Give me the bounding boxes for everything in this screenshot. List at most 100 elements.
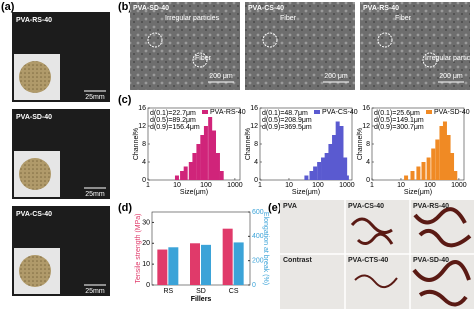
x-tick-label: RS	[163, 288, 173, 295]
bar	[453, 171, 458, 180]
scale-label: 25mm	[85, 191, 105, 198]
x-tick-label: 100	[200, 182, 212, 189]
highlight	[192, 52, 208, 68]
sem-annotation: Fiber	[395, 15, 412, 22]
y-tick-label: 0	[254, 177, 258, 184]
x-tick-label: 1	[258, 182, 262, 189]
sem-annotation: Fiber	[280, 15, 297, 22]
y-tick-label: 30	[142, 219, 150, 226]
x-tick-label: 1000	[451, 182, 467, 189]
y-tick-label: 16	[138, 105, 146, 112]
y-tick-label: 16	[362, 105, 370, 112]
photo-label: PVA-CTS-40	[348, 257, 388, 264]
bar	[304, 175, 309, 180]
x-tick-label: 1	[370, 182, 374, 189]
sample-label: PVA-CS-40	[16, 211, 52, 218]
highlight	[147, 32, 163, 48]
bar	[450, 153, 455, 180]
stat-label: d(0.1)=22.7μm	[150, 110, 196, 117]
bar	[196, 144, 201, 180]
sem-annotation: Fiber	[195, 55, 212, 62]
y-tick-label: 8	[366, 141, 370, 148]
x-tick-label: 1000	[227, 182, 243, 189]
bar	[157, 249, 168, 285]
sem-title: PVA-SD-40	[133, 5, 169, 12]
photo-label: PVA-SD-40	[413, 257, 449, 264]
bar	[215, 153, 220, 180]
y2-axis-label: Elongation at break (%)	[262, 212, 269, 285]
scale-label: 200 μm	[324, 73, 348, 80]
y-tick-label: 0	[142, 177, 146, 184]
x-axis-label: Size(μm)	[180, 189, 208, 196]
sem-title: PVA-CS-40	[248, 5, 284, 12]
bar	[200, 135, 205, 180]
legend-label: PVA-SD-40	[434, 109, 470, 116]
stat-label: d(0.9)=369.5μm	[262, 124, 312, 131]
bar	[233, 242, 244, 285]
panel-label: (a)	[1, 1, 15, 13]
y-tick-label: 12	[138, 123, 146, 130]
panel-label: (b)	[118, 1, 132, 13]
scale-label: 25mm	[85, 288, 105, 295]
photo-label: PVA-CS-40	[348, 203, 384, 210]
legend-label: PVA-RS-40	[210, 109, 246, 116]
x-tick-label: 100	[312, 182, 324, 189]
stat-label: d(0.9)=300.7μm	[374, 124, 424, 131]
y-tick-label: 4	[142, 159, 146, 166]
y-tick-label: 10	[142, 261, 150, 268]
bar	[321, 157, 326, 180]
y-tick-label: 8	[142, 141, 146, 148]
y-tick-label: 4	[254, 159, 258, 166]
x-tick-label: 10	[173, 182, 181, 189]
bar	[201, 244, 211, 285]
legend-swatch	[426, 110, 432, 114]
y-tick-label: 12	[250, 123, 258, 130]
stat-label: d(0.9)=156.4μm	[150, 124, 200, 131]
y-tick-label: 16	[250, 105, 258, 112]
x-tick-label: CS	[229, 288, 239, 295]
sem-title: PVA-RS-40	[363, 5, 399, 12]
bar	[431, 148, 436, 180]
y-axis-label: Channel%	[245, 128, 252, 160]
bar	[339, 126, 344, 180]
bar	[328, 144, 333, 180]
panel-label: (c)	[118, 94, 132, 106]
bar	[335, 121, 340, 180]
bar	[332, 135, 337, 180]
bar	[212, 130, 217, 180]
legend-swatch	[202, 110, 208, 114]
bar	[203, 126, 208, 180]
x-tick-label: 10	[285, 182, 293, 189]
x-tick-label: 1000	[339, 182, 355, 189]
sample-powder	[19, 255, 51, 287]
bar	[416, 166, 421, 180]
bar	[410, 171, 415, 180]
bar	[174, 175, 179, 180]
bar	[404, 175, 409, 180]
legend-label: PVA-CS-40	[322, 109, 358, 116]
sample-label: PVA-RS-40	[16, 17, 52, 24]
bar	[343, 157, 348, 180]
highlight	[377, 32, 393, 48]
x-axis-label: Size(μm)	[292, 189, 320, 196]
highlight	[262, 32, 278, 48]
x-axis-label: Fillers	[191, 296, 212, 303]
y-axis-label: Channel%	[133, 128, 140, 160]
stat-label: d(0.1)=25.6μm	[374, 110, 420, 117]
y-tick-label: 0	[366, 177, 370, 184]
scale-label: 200 μm	[439, 73, 463, 80]
legend-swatch	[314, 110, 320, 114]
y-tick-label: 12	[362, 123, 370, 130]
bar	[188, 162, 193, 180]
y-tick-label: 8	[254, 141, 258, 148]
bar	[313, 166, 318, 180]
bar	[190, 243, 200, 285]
stat-label: d(0.5)=149.1μm	[374, 117, 424, 124]
y-axis-label: Tensile strength (MPa)	[135, 213, 142, 283]
bar	[442, 121, 447, 180]
bar	[222, 228, 233, 285]
y-tick-label: 4	[366, 159, 370, 166]
y2-tick-label: 600	[252, 209, 264, 216]
stat-label: d(0.5)=208.9μm	[262, 117, 312, 124]
